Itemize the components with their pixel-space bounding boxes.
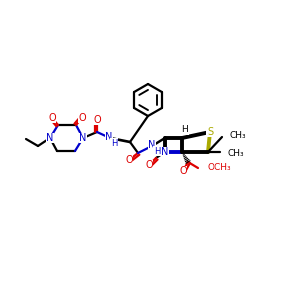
Text: N: N xyxy=(105,132,113,142)
Text: OCH₃: OCH₃ xyxy=(208,164,232,172)
Text: H: H xyxy=(154,146,160,155)
Text: N: N xyxy=(79,133,87,143)
Text: CH₃: CH₃ xyxy=(229,131,246,140)
Text: O: O xyxy=(48,113,56,123)
Text: O: O xyxy=(125,155,133,165)
Text: O: O xyxy=(145,160,153,170)
Text: H: H xyxy=(111,139,117,148)
Text: N: N xyxy=(46,133,54,143)
Text: O: O xyxy=(93,115,101,125)
Text: H: H xyxy=(182,125,188,134)
Text: O: O xyxy=(78,113,86,123)
Text: CH₃: CH₃ xyxy=(227,148,244,158)
Text: N: N xyxy=(148,140,156,150)
Text: S: S xyxy=(207,127,213,137)
Text: N: N xyxy=(161,147,169,157)
Text: O: O xyxy=(179,166,187,176)
